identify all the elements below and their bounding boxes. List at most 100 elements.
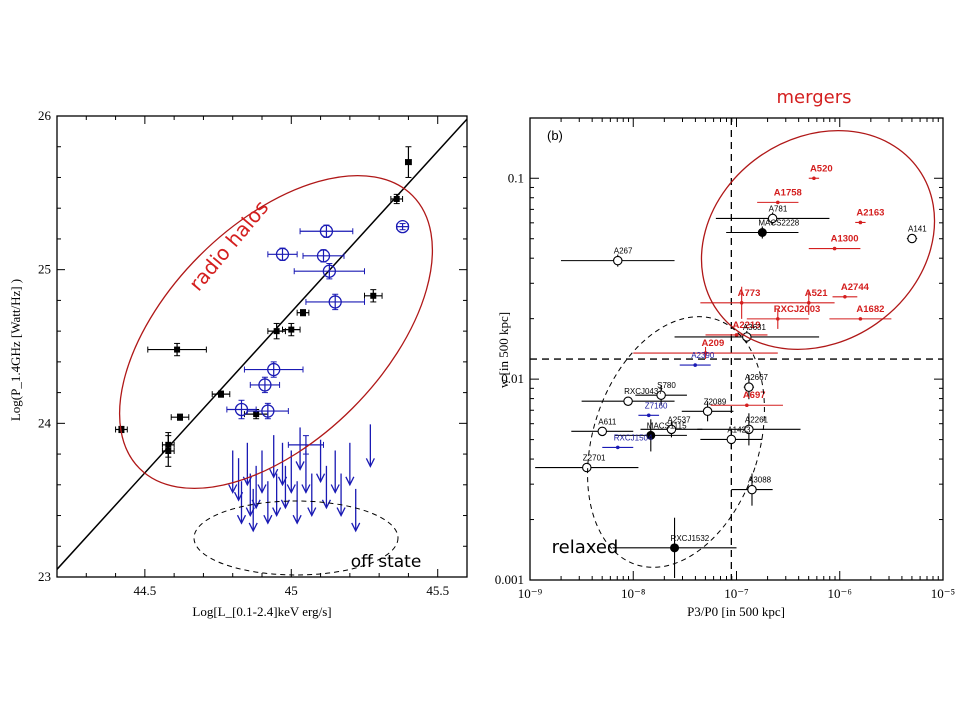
small-data-point bbox=[693, 363, 697, 367]
black-data-point bbox=[218, 391, 224, 398]
small-data-point bbox=[734, 333, 739, 337]
open-data-point bbox=[726, 434, 737, 445]
open-data-point bbox=[613, 255, 623, 266]
upper-limit-arrowhead bbox=[236, 514, 247, 525]
open-data-point bbox=[597, 426, 608, 437]
cluster-label: MACS1115 bbox=[647, 421, 687, 430]
blue-data-point bbox=[319, 224, 334, 238]
blue-data-point bbox=[395, 219, 410, 234]
upper-limit-arrowhead bbox=[280, 499, 291, 510]
right-plot-content: A520 A1758 A2163 A141 A781 MACS2228 A1300 A267 A… bbox=[530, 118, 943, 580]
cluster-label: A2261 bbox=[745, 415, 769, 424]
cluster-label: A2219 bbox=[733, 320, 761, 331]
small-data-point bbox=[745, 403, 749, 408]
right-y-axis-label: w [in 500 kpc] bbox=[496, 312, 511, 388]
upper-limit-arrowhead bbox=[315, 473, 326, 484]
left-y-axis-label: Log(P_1.4GHz [Watt/Hz] ) bbox=[8, 279, 23, 421]
filled-data-point bbox=[670, 543, 680, 553]
cluster-label: A267 bbox=[614, 247, 633, 256]
left-x-tick-label: 44.5 bbox=[133, 583, 156, 598]
open-data-point bbox=[666, 424, 677, 435]
cluster-label: A2163 bbox=[856, 207, 884, 218]
open-data-point bbox=[744, 424, 754, 435]
cluster-label: A2390 bbox=[691, 351, 715, 360]
right-axes: 10⁻⁹ 10⁻⁸ 10⁻⁷ 10⁻⁶ 10⁻⁵ 0.001 0.01 0.1 bbox=[495, 118, 955, 601]
open-data-point bbox=[767, 213, 778, 224]
left-plot-content bbox=[56, 118, 468, 570]
upper-limit-arrowhead bbox=[336, 507, 346, 517]
radio-halos-label: radio halos bbox=[184, 195, 273, 295]
upper-limit-arrowhead bbox=[257, 484, 267, 494]
right-x-tick-label: 10⁻⁷ bbox=[724, 586, 748, 601]
relaxed-ellipse bbox=[587, 316, 765, 568]
mergers-ellipse bbox=[700, 129, 936, 351]
blue-data-point bbox=[261, 404, 275, 418]
cluster-label: S780 bbox=[657, 381, 676, 390]
upper-limit-arrowhead bbox=[263, 514, 273, 525]
upper-limit-arrowhead bbox=[351, 522, 361, 533]
cluster-label: Z2701 bbox=[583, 454, 606, 463]
upper-limit-arrowhead bbox=[292, 514, 302, 525]
small-data-point bbox=[832, 246, 837, 251]
right-panel: A520 A1758 A2163 A141 A781 MACS2228 A1300 A267 A… bbox=[495, 117, 955, 619]
cluster-label: A209 bbox=[702, 338, 725, 349]
upper-limit-arrowhead bbox=[286, 484, 296, 494]
upper-limit-arrowhead bbox=[228, 484, 238, 494]
left-axes: 44.5 45 45.5 23 24 25 26 bbox=[38, 108, 468, 598]
upper-limit-arrowhead bbox=[365, 458, 375, 468]
left-y-tick-label: 26 bbox=[38, 108, 52, 123]
small-data-point bbox=[615, 445, 620, 450]
filled-data-point bbox=[646, 430, 656, 440]
upper-limit-arrowhead bbox=[269, 468, 279, 479]
cluster-label: RXCJ1532 bbox=[671, 534, 710, 543]
cluster-label: A781 bbox=[769, 204, 788, 213]
small-data-point bbox=[776, 200, 780, 205]
blue-data-point bbox=[316, 249, 331, 263]
right-x-axis-label: P3/P0 [in 500 kpc] bbox=[687, 604, 785, 619]
off-state-label: off state bbox=[351, 552, 422, 572]
small-data-point bbox=[858, 220, 863, 225]
upper-limit-arrowhead bbox=[345, 476, 355, 487]
blue-data-point bbox=[258, 378, 272, 392]
left-x-tick-label: 45 bbox=[285, 583, 298, 598]
black-data-point bbox=[300, 309, 306, 316]
fit-line bbox=[56, 118, 468, 570]
small-data-point bbox=[806, 301, 811, 305]
black-data-point bbox=[174, 346, 181, 353]
cluster-label: A1758 bbox=[774, 187, 802, 198]
right-x-tick-label: 10⁻⁸ bbox=[621, 586, 646, 601]
cluster-label: A1423 bbox=[727, 425, 751, 434]
open-data-point bbox=[582, 462, 592, 473]
left-x-tick-label: 45.5 bbox=[426, 583, 449, 598]
small-data-point bbox=[843, 294, 847, 299]
left-plot-frame bbox=[56, 115, 468, 578]
filled-data-point bbox=[757, 227, 767, 237]
cluster-label: RXCJ0437 bbox=[624, 387, 663, 396]
blue-data-point bbox=[275, 247, 290, 261]
cluster-label: A521 bbox=[805, 288, 828, 299]
black-data-point bbox=[393, 195, 400, 202]
black-data-point bbox=[273, 328, 280, 335]
small-data-point bbox=[858, 317, 863, 321]
left-y-tick-label: 23 bbox=[38, 569, 51, 584]
panel-label: (b) bbox=[547, 128, 563, 143]
black-data-point bbox=[165, 447, 172, 454]
cluster-label: Z2089 bbox=[704, 397, 727, 406]
open-data-point bbox=[623, 396, 633, 406]
cluster-label: A3088 bbox=[748, 476, 772, 485]
cluster-label: A1300 bbox=[831, 234, 859, 245]
black-data-point bbox=[288, 326, 295, 333]
cluster-label: RXCJ2003 bbox=[774, 304, 820, 315]
upper-limit-arrowhead bbox=[272, 507, 282, 517]
small-data-point bbox=[646, 413, 651, 418]
cluster-label: A2667 bbox=[745, 373, 769, 382]
off-state-ellipse bbox=[193, 500, 399, 576]
cluster-label: A520 bbox=[810, 163, 833, 174]
blue-data-point bbox=[322, 264, 337, 278]
small-data-point bbox=[703, 351, 708, 355]
upper-limit-arrowhead bbox=[301, 484, 311, 494]
upper-limit-arrowhead bbox=[307, 507, 317, 517]
left-panel: 44.5 45 45.5 23 24 25 26 Log(P_1.4GHz [Watt/Hz… bbox=[8, 108, 468, 619]
cluster-label: A2537 bbox=[667, 415, 691, 424]
